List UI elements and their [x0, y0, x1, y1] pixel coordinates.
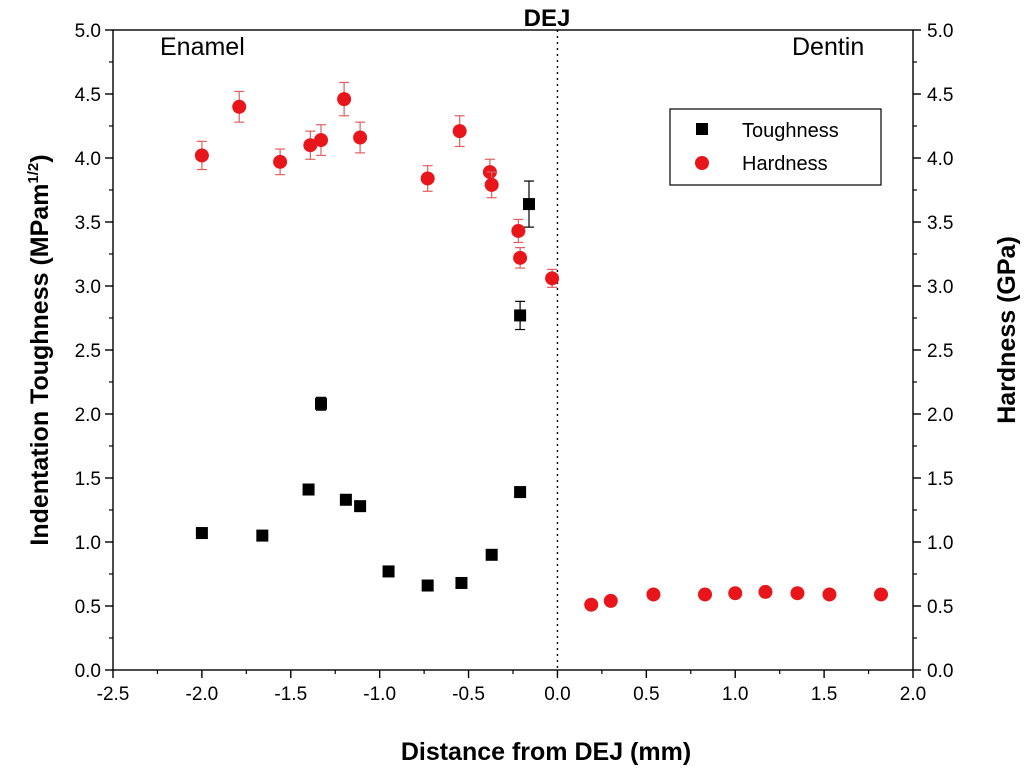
y-axis-right: 0.0 0.5 1.0 1.5 2.0 2.5 3.0 3.5 4.0 4.5 5.0	[913, 21, 953, 682]
hardness-point	[452, 124, 467, 139]
y-axis-left: 0.0 0.5 1.0 1.5 2.0 2.5 3.0 3.5 4.0 4.5 5.0	[75, 21, 113, 682]
toughness-point	[315, 397, 327, 410]
legend-toughness-label: Toughness	[742, 120, 839, 142]
hardness-point	[314, 133, 328, 148]
hardness-point	[698, 587, 712, 602]
y2-tick-label: 2.0	[927, 405, 953, 426]
hardness-point	[513, 250, 528, 265]
toughness-point	[514, 486, 527, 499]
y2-tick-label: 3.5	[927, 213, 953, 234]
hardness-point	[273, 154, 288, 169]
hardness-point	[420, 171, 435, 186]
hardness-point	[303, 138, 318, 153]
y-tick-label: 2.5	[75, 341, 101, 362]
enamel-label: Enamel	[160, 33, 245, 61]
toughness-point	[339, 493, 352, 506]
y-tick-label: 0.5	[75, 597, 101, 618]
y-tick-label: 4.0	[75, 149, 101, 170]
series-layer	[194, 81, 888, 612]
y2-tick-label: 4.0	[927, 149, 953, 170]
hardness-point	[758, 584, 773, 599]
legend-toughness-marker	[696, 123, 708, 135]
y-axis-title-end: )	[26, 154, 54, 162]
y-axis-title-sup: 1/2	[25, 163, 42, 184]
legend-box	[669, 108, 882, 186]
hardness-point	[484, 177, 499, 192]
toughness-point	[455, 576, 468, 589]
x-tick-label: 1.0	[722, 684, 748, 705]
x-tick-label: 2.0	[900, 684, 926, 705]
x-tick-label: 0.0	[544, 684, 570, 705]
hardness-point	[232, 99, 247, 114]
toughness-point	[256, 529, 269, 542]
y2-tick-label: 1.5	[927, 469, 953, 490]
y-tick-label: 1.5	[75, 469, 101, 490]
x-tick-label: 1.5	[811, 684, 837, 705]
toughness-point	[302, 483, 315, 496]
x-tick-label: -0.5	[452, 684, 485, 705]
toughness-point	[514, 309, 527, 322]
toughness-point	[485, 548, 498, 561]
y-tick-label: 2.0	[75, 405, 101, 426]
y2-tick-label: 1.0	[927, 533, 953, 554]
y-tick-label: 0.0	[75, 661, 101, 682]
hardness-point	[874, 587, 888, 602]
y-tick-label: 1.0	[75, 533, 101, 554]
y2-tick-label: 0.5	[927, 597, 953, 618]
toughness-point	[354, 500, 367, 513]
y-axis-title-main: Indentation Toughness (MPam	[26, 184, 54, 546]
x-axis-title: Distance from DEJ (mm)	[401, 738, 691, 766]
hardness-point	[545, 271, 560, 286]
toughness-point	[421, 579, 434, 592]
toughness-point	[523, 198, 535, 211]
hardness-point	[728, 586, 743, 601]
hardness-point	[822, 587, 837, 602]
hardness-point	[790, 586, 805, 601]
y2-tick-label: 5.0	[927, 21, 953, 42]
series-hardness	[194, 81, 888, 612]
legend-hardness-label: Hardness	[742, 153, 828, 175]
y2-tick-label: 0.0	[927, 661, 953, 682]
dej-label: DEJ	[524, 5, 571, 32]
legend: Toughness Hardness	[669, 108, 882, 186]
x-tick-label: -2.5	[97, 684, 130, 705]
toughness-point	[382, 565, 395, 578]
x-tick-label: -1.0	[363, 684, 396, 705]
x-tick-label: 0.5	[633, 684, 659, 705]
hardness-point	[511, 223, 526, 238]
y2-tick-label: 4.5	[927, 85, 953, 106]
legend-hardness-marker	[695, 156, 709, 170]
hardness-point	[584, 597, 599, 612]
y-tick-label: 3.5	[75, 213, 101, 234]
y-tick-label: 4.5	[75, 85, 101, 106]
y2-axis-title: Hardness (GPa)	[993, 236, 1021, 424]
hardness-point	[353, 130, 368, 145]
x-tick-label: -1.5	[274, 684, 307, 705]
y-tick-label: 3.0	[75, 277, 101, 298]
y2-tick-label: 2.5	[927, 341, 953, 362]
dentin-label: Dentin	[792, 33, 864, 61]
hardness-point	[194, 148, 209, 163]
y-axis-title: Indentation Toughness (MPam1/2)	[25, 154, 54, 545]
hardness-point	[646, 587, 661, 602]
series-toughness	[195, 180, 535, 592]
toughness-point	[195, 527, 208, 540]
x-axis: -2.5 -2.0 -1.5 -1.0 -0.5 0.0 0.5 1.0 1.5 2.0	[97, 670, 926, 705]
x-tick-label: -2.0	[186, 684, 219, 705]
hardness-point	[603, 593, 618, 608]
y2-tick-label: 3.0	[927, 277, 953, 298]
y-tick-label: 5.0	[75, 21, 101, 42]
hardness-point	[337, 92, 352, 107]
